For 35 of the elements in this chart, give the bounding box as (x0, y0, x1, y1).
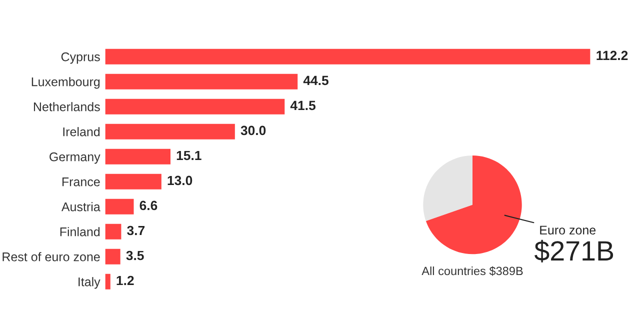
data-label: 3.5 (126, 250, 144, 260)
y-tick-label: Finland (60, 227, 100, 236)
bar (105, 74, 298, 90)
data-label: 6.6 (140, 200, 158, 210)
y-tick-label: Rest of euro zone (2, 252, 100, 262)
data-label: 41.5 (290, 100, 316, 110)
annotation: All countries $389B (422, 266, 523, 276)
y-tick-label: France (62, 178, 100, 186)
y-tick-label: Luxembourg (32, 77, 100, 89)
data-label: 44.5 (303, 76, 328, 86)
y-tick-label: Cyprus (61, 52, 100, 64)
y-tick-label: Germany (50, 152, 100, 164)
bar (105, 224, 122, 240)
bar (105, 98, 285, 114)
bar (105, 124, 235, 140)
slice-label: Euro zone (540, 226, 596, 235)
y-tick-label: Austria (61, 202, 100, 212)
bar (105, 174, 162, 190)
data-label: 1.2 (116, 276, 134, 286)
bar (105, 198, 134, 214)
data-label: 13.0 (168, 176, 192, 186)
data-label: 30.0 (240, 126, 266, 136)
y-tick-label: Netherlands (34, 102, 100, 112)
data-label: 3.7 (127, 226, 145, 236)
bar (105, 274, 110, 290)
bar (105, 148, 170, 164)
bar (105, 48, 590, 64)
y-tick-label: Italy (78, 277, 100, 289)
y-tick-label: Ireland (63, 127, 100, 136)
data-label: 15.1 (176, 150, 202, 160)
bar (105, 248, 120, 264)
data-label: 112.2 (596, 50, 628, 60)
data-label: $271B (534, 240, 614, 262)
pie-slice (426, 155, 522, 254)
pie-slice (423, 155, 472, 222)
